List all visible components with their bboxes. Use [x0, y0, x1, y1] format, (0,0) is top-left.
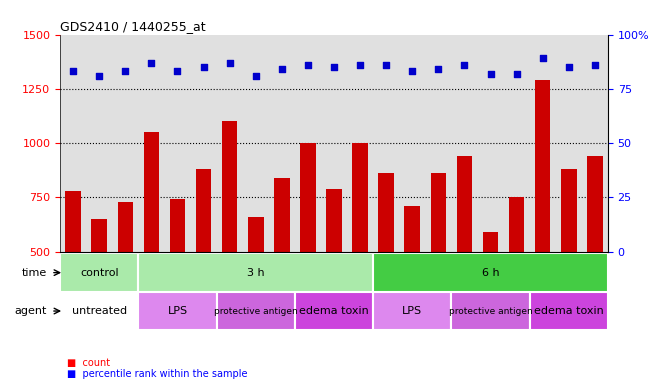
- Bar: [373, 253, 608, 292]
- Bar: [378, 174, 394, 252]
- Point: [277, 66, 287, 72]
- Text: protective antigen: protective antigen: [214, 306, 298, 316]
- Point: [250, 73, 261, 79]
- Point: [407, 68, 418, 74]
- Point: [146, 60, 157, 66]
- Bar: [457, 156, 472, 252]
- Text: untreated: untreated: [71, 306, 127, 316]
- Text: protective antigen: protective antigen: [449, 306, 532, 316]
- Text: 3 h: 3 h: [247, 268, 265, 278]
- Bar: [509, 197, 524, 252]
- Text: ■  percentile rank within the sample: ■ percentile rank within the sample: [67, 369, 247, 379]
- Bar: [196, 169, 211, 252]
- Point: [303, 62, 313, 68]
- Bar: [138, 292, 216, 330]
- Bar: [216, 292, 295, 330]
- Text: control: control: [80, 268, 118, 278]
- Text: 6 h: 6 h: [482, 268, 499, 278]
- Point: [511, 71, 522, 77]
- Bar: [535, 80, 550, 252]
- Point: [485, 71, 496, 77]
- Point: [537, 55, 548, 61]
- Point: [68, 68, 79, 74]
- Bar: [222, 121, 238, 252]
- Text: ■  count: ■ count: [67, 358, 110, 368]
- Bar: [452, 292, 530, 330]
- Bar: [138, 253, 373, 292]
- Bar: [530, 292, 608, 330]
- Bar: [430, 174, 446, 252]
- Point: [120, 68, 131, 74]
- Bar: [404, 206, 420, 252]
- Bar: [561, 169, 576, 252]
- Bar: [60, 253, 138, 292]
- Point: [224, 60, 235, 66]
- Bar: [326, 189, 342, 252]
- Point: [172, 68, 183, 74]
- Bar: [352, 143, 368, 252]
- Point: [94, 73, 105, 79]
- Bar: [92, 219, 107, 252]
- Bar: [587, 156, 603, 252]
- Bar: [118, 202, 133, 252]
- Bar: [65, 191, 81, 252]
- Bar: [274, 178, 290, 252]
- Text: edema toxin: edema toxin: [299, 306, 369, 316]
- Bar: [483, 232, 498, 252]
- Text: time: time: [22, 268, 47, 278]
- Bar: [170, 199, 185, 252]
- Point: [198, 64, 209, 70]
- Point: [433, 66, 444, 72]
- Point: [563, 64, 574, 70]
- Point: [329, 64, 339, 70]
- Point: [355, 62, 365, 68]
- Text: LPS: LPS: [402, 306, 422, 316]
- Bar: [300, 143, 316, 252]
- Point: [589, 62, 600, 68]
- Text: edema toxin: edema toxin: [534, 306, 604, 316]
- Point: [459, 62, 470, 68]
- Bar: [144, 132, 159, 252]
- Bar: [295, 292, 373, 330]
- Text: LPS: LPS: [168, 306, 188, 316]
- Point: [381, 62, 391, 68]
- Bar: [60, 292, 138, 330]
- Bar: [373, 292, 452, 330]
- Bar: [248, 217, 264, 252]
- Text: GDS2410 / 1440255_at: GDS2410 / 1440255_at: [60, 20, 206, 33]
- Text: agent: agent: [15, 306, 47, 316]
